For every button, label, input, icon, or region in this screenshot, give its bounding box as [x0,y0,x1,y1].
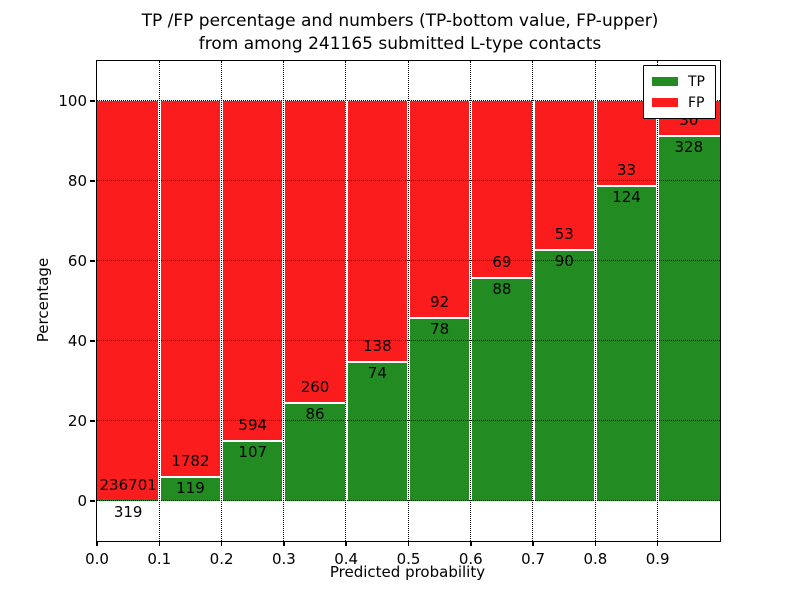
tp-bar-segment [221,439,284,501]
tp-count-label: 74 [367,364,387,383]
y-tick-mark [90,340,95,342]
x-tick-mark [532,541,534,546]
x-tick-label: 0.8 [583,550,608,568]
fp-count-label: 1782 [171,451,210,470]
y-tick-mark [90,500,95,502]
x-tick-mark [220,541,223,546]
tp-count-label: 119 [176,478,205,497]
x-tick-mark [656,541,659,546]
tp-bar-segment [346,361,409,501]
tp-count-label: 107 [238,442,268,461]
tp-count-label: 328 [674,137,704,156]
y-tick-label: 60 [67,252,87,270]
fp-bar-segment [97,101,160,501]
tp-bar-segment [283,401,347,501]
x-gridline [220,61,222,541]
y-tick-label: 40 [67,332,87,350]
tp-count-label: 86 [305,404,325,423]
x-gridline [532,61,534,541]
tp-bar-segment [470,276,534,501]
tp-count-label: 124 [612,188,641,207]
tp-count-label: 78 [430,320,450,339]
legend-label: FP [688,94,705,111]
x-axis-label: Predicted probability [329,563,486,581]
fp-swatch-icon [652,98,678,107]
fp-bar-segment [283,101,347,402]
x-gridline [470,61,472,541]
fp-bar-segment [346,101,409,362]
tp-count-label: 90 [554,252,574,271]
tp-count-label: 88 [492,279,512,298]
tp-bar-segment [657,134,720,501]
y-tick-label: 20 [67,412,87,430]
fp-count-label: 69 [492,252,512,271]
y-tick-mark [90,260,95,262]
chart-title: TP /FP percentage and numbers (TP-bottom… [0,10,800,56]
fp-bar-segment [221,101,284,440]
fp-bar-segment [159,101,222,476]
x-tick-mark [283,541,285,546]
x-tick-label: 0.5 [396,550,421,568]
plot-area: 236701 319 1782 119 594 107 260 86 138 74 92 78 69 88… [58,60,721,568]
x-gridline [345,61,347,541]
fp-bar-segment [533,101,596,250]
legend-label: TP [688,73,705,90]
y-tick-label: 80 [67,172,87,190]
fp-count-label: 53 [554,225,574,244]
y-tick-label: 0 [77,492,87,510]
tp-bar-segment [595,185,658,501]
fp-count-label: 236701 [99,476,157,495]
fp-count-label: 92 [430,293,450,312]
x-gridline [594,61,596,541]
legend-entry-fp: FP [652,92,705,113]
fp-count-label: 138 [363,337,392,356]
x-tick-mark [407,541,410,546]
tp-bar-segment [533,249,596,501]
x-tick-label: 0.3 [271,550,296,568]
fp-count-label: 33 [616,161,637,180]
legend-entry-tp: TP [652,71,705,92]
y-tick-mark [90,180,95,182]
x-tick-label: 0.6 [458,550,483,568]
y-tick-mark [90,420,95,422]
x-tick-label: 0.2 [209,550,234,568]
x-gridline [158,61,160,541]
x-gridline [283,61,285,541]
x-tick-label: 0.7 [521,550,546,568]
legend: TP FP [643,65,716,119]
x-tick-mark [470,541,472,546]
y-axis-label: Percentage [34,257,52,343]
x-tick-mark [345,541,347,546]
fp-bar-segment [470,101,534,277]
chart-title-line1: TP /FP percentage and numbers (TP-bottom… [141,11,659,31]
tp-bar-segment [159,475,222,501]
x-tick-mark [158,541,161,546]
x-gridline [656,61,658,541]
x-tick-mark [96,541,98,546]
x-tick-label: 0.1 [147,550,172,568]
fp-count-label: 594 [238,415,268,434]
chart-title-line2: from among 241165 submitted L-type conta… [198,34,602,54]
y-tick-mark [90,100,95,102]
x-tick-label: 0.9 [645,550,670,568]
x-tick-label: 0.0 [85,550,109,568]
x-gridline [407,61,409,541]
fp-bar-segment [408,101,471,318]
tp-bar-segment [408,317,471,501]
y-tick-label: 100 [58,92,87,110]
tp-count-label: 319 [113,503,143,522]
x-tick-mark [594,541,597,546]
x-tick-label: 0.4 [334,550,359,568]
fp-count-label: 260 [300,377,330,396]
tp-swatch-icon [652,77,678,86]
